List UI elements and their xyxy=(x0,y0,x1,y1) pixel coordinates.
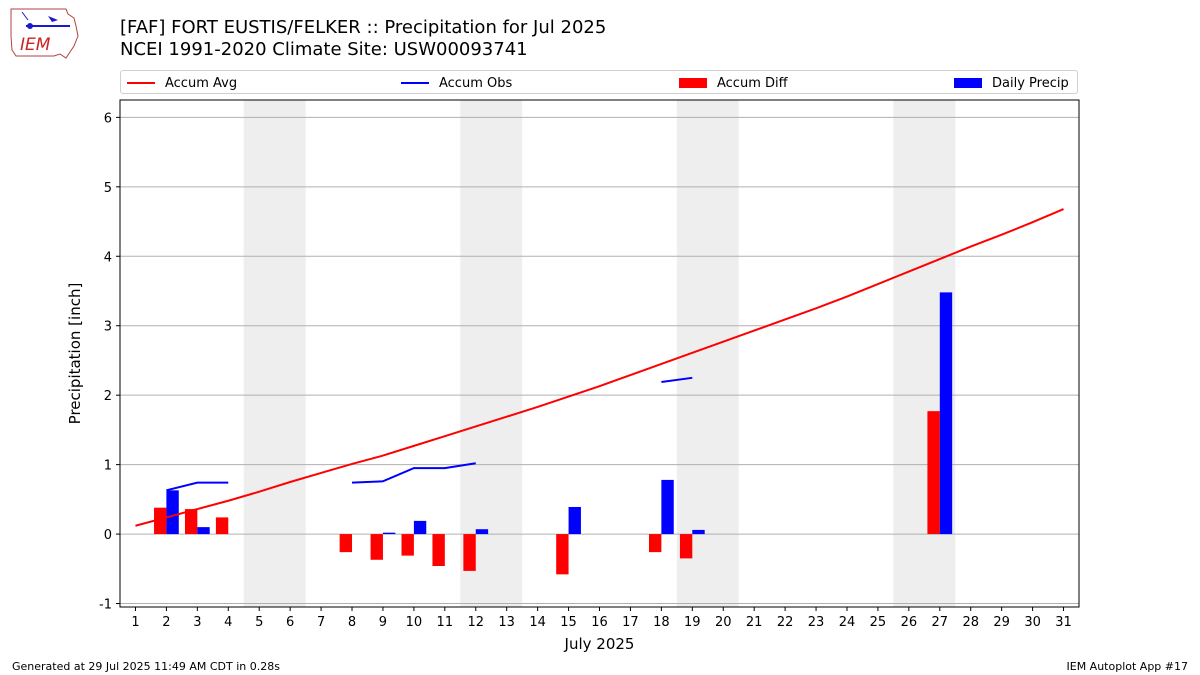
legend-swatch-accum-avg xyxy=(127,82,155,84)
accum-diff-bar xyxy=(927,411,940,535)
weekend-shade-0 xyxy=(243,100,306,607)
x-tick-label: 15 xyxy=(560,615,577,630)
x-tick-label: 27 xyxy=(932,615,949,630)
x-tick-label: 19 xyxy=(684,615,701,630)
y-tick-label: 5 xyxy=(104,181,112,196)
accum-diff-bar xyxy=(154,507,167,535)
iem-logo: IEM xyxy=(10,8,79,59)
logo-text: IEM xyxy=(20,35,51,55)
x-tick-label: 14 xyxy=(529,615,546,630)
y-tick-label: 2 xyxy=(104,389,112,404)
legend-item-accum-avg: Accum Avg xyxy=(127,74,237,92)
accum-diff-bar xyxy=(184,509,198,535)
x-tick-label: 30 xyxy=(1024,615,1041,630)
y-tick-label: 3 xyxy=(104,320,112,335)
legend-item-daily-precip: Daily Precip xyxy=(954,74,1069,92)
y-axis-label: Precipitation [inch] xyxy=(66,283,84,425)
x-tick-label: 3 xyxy=(193,615,201,630)
x-tick-label: 4 xyxy=(224,615,232,630)
x-tick-label: 20 xyxy=(715,615,732,630)
accum-diff-bar xyxy=(679,534,693,559)
legend-swatch-accum-diff xyxy=(679,78,707,88)
accum-diff-bar xyxy=(463,534,476,571)
x-tick-label: 31 xyxy=(1055,615,1072,630)
accum-diff-bar xyxy=(370,534,383,560)
legend-label-accum-diff: Accum Diff xyxy=(717,75,788,91)
weekend-shading xyxy=(243,100,956,607)
x-tick-label: 7 xyxy=(317,615,325,630)
x-tick-label: 22 xyxy=(777,615,794,630)
accum-obs-line xyxy=(351,462,476,484)
legend-swatch-daily-precip xyxy=(954,78,982,88)
x-tick-label: 5 xyxy=(255,615,263,630)
x-tick-label: 18 xyxy=(653,615,670,630)
x-tick-label: 6 xyxy=(286,615,294,630)
gridlines xyxy=(120,116,1079,605)
x-tick-label: 1 xyxy=(131,615,139,630)
daily-precip-bar xyxy=(661,479,674,535)
legend-label-daily-precip: Daily Precip xyxy=(992,75,1069,91)
chart-subtitle: NCEI 1991-2020 Climate Site: USW00093741 xyxy=(120,39,528,60)
legend-swatch-accum-obs xyxy=(401,82,429,84)
x-tick-label: 10 xyxy=(406,615,423,630)
legend: Accum Avg Accum Obs Accum Diff Daily Pre… xyxy=(120,70,1078,94)
y-tick-label: 0 xyxy=(104,528,112,543)
y-tick-label: -1 xyxy=(99,598,112,613)
accum-diff-bar xyxy=(648,534,662,553)
daily-precip-bar xyxy=(413,520,427,535)
x-tick-label: 26 xyxy=(901,615,918,630)
x-tick-label: 24 xyxy=(839,615,856,630)
x-tick-label: 13 xyxy=(498,615,515,630)
legend-label-accum-avg: Accum Avg xyxy=(165,75,238,91)
x-tick-label: 23 xyxy=(808,615,825,630)
x-tick-label: 25 xyxy=(870,615,887,630)
accum-diff-bar xyxy=(432,534,445,567)
x-axis-label: July 2025 xyxy=(564,635,635,653)
weekend-shade-1 xyxy=(460,100,523,607)
accum-avg-line xyxy=(135,208,1064,527)
x-tick-label: 11 xyxy=(437,615,454,630)
legend-label-accum-obs: Accum Obs xyxy=(439,75,513,91)
y-tick-label: 1 xyxy=(104,459,112,474)
daily-precip-bar xyxy=(939,292,953,535)
x-tick-label: 21 xyxy=(746,615,763,630)
legend-item-accum-obs: Accum Obs xyxy=(401,74,512,92)
x-tick-label: 12 xyxy=(467,615,484,630)
footer-generated: Generated at 29 Jul 2025 11:49 AM CDT in… xyxy=(12,660,280,673)
x-tick-label: 2 xyxy=(162,615,170,630)
y-tick-label: 4 xyxy=(104,250,112,265)
lines xyxy=(135,208,1064,527)
x-tick-label: 17 xyxy=(622,615,639,630)
daily-precip-bar xyxy=(382,532,396,535)
daily-precip-bar xyxy=(692,529,705,535)
daily-precip-bar xyxy=(475,529,489,535)
accum-obs-line xyxy=(661,376,693,383)
accum-diff-bar xyxy=(339,534,353,553)
daily-precip-bar xyxy=(166,490,179,535)
y-tick-label: 6 xyxy=(104,111,112,126)
bars xyxy=(154,292,953,575)
x-tick-label: 28 xyxy=(962,615,979,630)
accum-diff-bar xyxy=(401,534,414,556)
accum-diff-bar xyxy=(215,517,229,535)
daily-precip-bar xyxy=(568,506,581,535)
daily-precip-bar xyxy=(197,527,210,535)
legend-item-accum-diff: Accum Diff xyxy=(679,74,788,92)
footer-app: IEM Autoplot App #17 xyxy=(1066,660,1189,673)
accum-diff-bar xyxy=(556,534,569,575)
x-tick-label: 29 xyxy=(993,615,1010,630)
x-tick-label: 16 xyxy=(591,615,608,630)
x-tick-label: 8 xyxy=(348,615,356,630)
weekend-shade-2 xyxy=(676,100,739,607)
chart-title: [FAF] FORT EUSTIS/FELKER :: Precipitatio… xyxy=(120,17,607,38)
x-tick-label: 9 xyxy=(379,615,387,630)
accum-obs-line xyxy=(166,481,229,492)
